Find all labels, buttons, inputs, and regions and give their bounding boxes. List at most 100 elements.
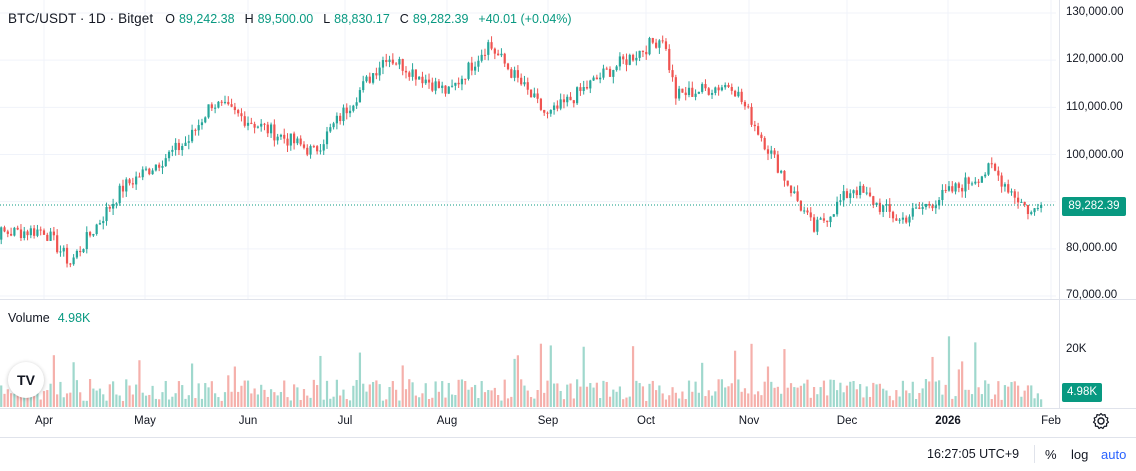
candle[interactable] [628, 53, 631, 66]
candle[interactable] [839, 193, 842, 206]
candle[interactable] [654, 38, 658, 49]
candle[interactable] [431, 77, 434, 93]
candle[interactable] [809, 207, 812, 221]
candle[interactable] [789, 185, 793, 197]
candle[interactable] [832, 213, 835, 218]
candle[interactable] [23, 226, 26, 241]
candle[interactable] [46, 232, 49, 242]
candle[interactable] [223, 95, 227, 105]
candle[interactable] [171, 145, 174, 157]
candle[interactable] [931, 203, 934, 212]
candle[interactable] [309, 144, 312, 159]
candle[interactable] [872, 195, 875, 209]
candle[interactable] [1023, 201, 1026, 208]
candle[interactable] [3, 225, 6, 233]
candle[interactable] [283, 128, 286, 144]
candle[interactable] [549, 109, 552, 117]
candle[interactable] [516, 65, 519, 83]
candle[interactable] [184, 136, 187, 147]
candle[interactable] [928, 201, 931, 209]
candle[interactable] [13, 226, 16, 237]
candle[interactable] [319, 144, 322, 155]
candle[interactable] [391, 53, 394, 66]
candle[interactable] [615, 65, 618, 72]
candle[interactable] [289, 133, 292, 151]
candle[interactable] [612, 69, 615, 84]
candle[interactable] [493, 47, 496, 60]
candle[interactable] [381, 56, 385, 75]
candle[interactable] [467, 61, 470, 81]
candle[interactable] [503, 52, 506, 67]
clock-timezone[interactable]: 16:27:05 UTC+9 [927, 447, 1020, 461]
auto-scale-button[interactable]: auto [1101, 447, 1127, 462]
candle[interactable] [835, 196, 839, 217]
candle[interactable] [533, 87, 536, 98]
candle[interactable] [181, 143, 184, 156]
candle[interactable] [859, 181, 862, 199]
candle[interactable] [793, 186, 796, 194]
volume-histogram[interactable] [0, 300, 1060, 408]
candle[interactable] [589, 79, 592, 94]
candle[interactable] [395, 62, 398, 66]
candle[interactable] [645, 45, 648, 60]
candle[interactable] [365, 75, 368, 83]
candle[interactable] [75, 249, 79, 260]
candle[interactable] [510, 67, 513, 79]
candle[interactable] [938, 197, 941, 210]
candle[interactable] [882, 204, 885, 218]
candle[interactable] [753, 120, 756, 132]
candle[interactable] [520, 73, 523, 86]
candle[interactable] [207, 104, 210, 119]
candle[interactable] [385, 53, 388, 67]
candle[interactable] [296, 136, 299, 146]
candle[interactable] [924, 203, 928, 210]
candle[interactable] [151, 168, 154, 175]
candle[interactable] [352, 104, 355, 113]
candle[interactable] [450, 79, 454, 88]
candle[interactable] [536, 88, 539, 104]
candle[interactable] [806, 207, 809, 215]
candle[interactable] [885, 199, 888, 213]
candle[interactable] [1007, 179, 1010, 194]
candle[interactable] [371, 72, 375, 85]
candle[interactable] [398, 56, 401, 70]
candle[interactable] [339, 113, 342, 125]
candle[interactable] [829, 216, 832, 228]
candle[interactable] [322, 139, 325, 155]
candle[interactable] [1010, 188, 1013, 196]
candle[interactable] [220, 99, 223, 106]
candle[interactable] [1013, 189, 1016, 204]
candle[interactable] [427, 73, 431, 89]
candle[interactable] [92, 233, 95, 238]
candle[interactable] [727, 82, 730, 89]
candle[interactable] [0, 226, 3, 245]
candle[interactable] [513, 66, 516, 82]
candle[interactable] [523, 75, 526, 87]
candle[interactable] [954, 182, 957, 195]
candle[interactable] [862, 184, 865, 193]
candle[interactable] [457, 77, 460, 89]
candle[interactable] [227, 96, 230, 106]
candle[interactable] [141, 166, 144, 181]
candle[interactable] [842, 184, 845, 207]
candle[interactable] [592, 75, 595, 81]
candle[interactable] [362, 75, 365, 93]
candle[interactable] [253, 121, 256, 134]
candle[interactable] [967, 176, 970, 190]
candlestick-chart[interactable] [0, 0, 1060, 300]
candle[interactable] [822, 213, 826, 223]
candle[interactable] [135, 171, 138, 190]
candle[interactable] [572, 99, 575, 108]
candle[interactable] [266, 121, 269, 138]
candle[interactable] [42, 228, 46, 235]
candle[interactable] [85, 226, 88, 254]
candle[interactable] [177, 139, 181, 156]
symbol-title[interactable]: BTC/USDT · 1D · Bitget [8, 11, 154, 26]
candle[interactable] [766, 145, 770, 161]
candle[interactable] [214, 104, 217, 114]
candle[interactable] [447, 85, 450, 95]
candle[interactable] [707, 87, 710, 96]
candle[interactable] [855, 186, 858, 199]
candle[interactable] [312, 144, 315, 148]
candle[interactable] [388, 55, 391, 68]
